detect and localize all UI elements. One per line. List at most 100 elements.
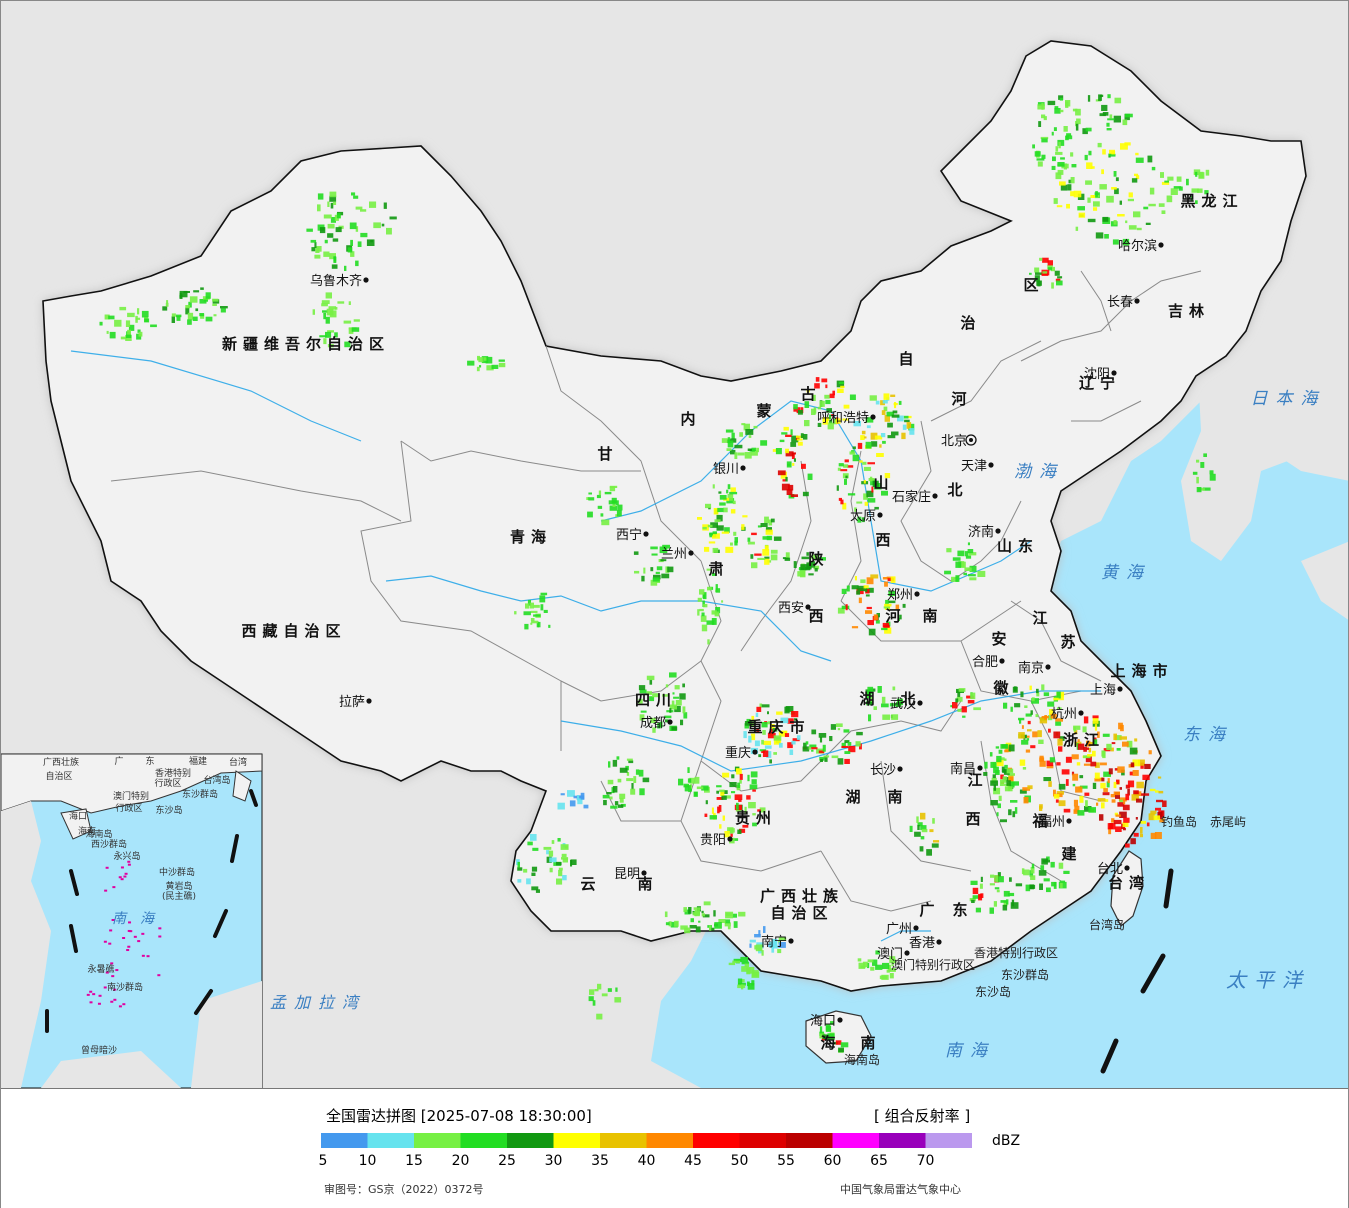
city-marker: 长春 (1107, 295, 1140, 310)
city-label: 海口 (810, 1014, 836, 1029)
city-dot-icon (897, 766, 903, 772)
city-marker: 拉萨 (339, 695, 372, 710)
city-marker: 南宁 (761, 934, 794, 950)
city-dot-icon (1158, 242, 1164, 248)
city-marker: 天津 (961, 459, 994, 474)
inset-label: 东沙岛 (155, 804, 182, 816)
city-dot-icon (752, 749, 758, 755)
province-label: 海 (820, 1034, 841, 1052)
province-label: 江 (1032, 609, 1053, 627)
province-label: 西 (808, 607, 829, 625)
inset-label: 南沙群岛 (107, 981, 143, 993)
city-marker: 香港 (909, 936, 942, 951)
inset-label: 广 (114, 755, 123, 767)
city-dot-icon (1111, 370, 1117, 376)
inset-label: 海 (140, 911, 156, 927)
source-credit: 中国气象局雷达气象中心 (840, 1183, 961, 1196)
province-label: 江 (967, 771, 988, 789)
province-label: 治 (960, 314, 981, 332)
city-marker: 杭州 (1051, 707, 1084, 722)
city-dot-icon (643, 531, 649, 537)
region-label: 海南岛 (844, 1052, 880, 1067)
city-marker: 贵阳 (700, 833, 733, 848)
color-scale-bar (321, 1133, 972, 1148)
province-label: 南 (860, 1034, 881, 1052)
region-label: 香港特别行政区 (974, 945, 1058, 960)
city-dot-icon (641, 870, 647, 876)
legend-title: 全国雷达拼图 [2025-07-08 18:30:00] (326, 1107, 592, 1125)
city-marker: 郑州 (887, 588, 920, 603)
province-label: 重庆市 (747, 718, 810, 736)
inset-label: 黄岩岛 (165, 880, 192, 892)
region-label: 澳门特别行政区 (891, 957, 975, 972)
province-label: 辽宁 (1079, 374, 1121, 392)
city-label: 广州 (886, 922, 912, 937)
scale-tick-label: 50 (730, 1153, 749, 1169)
region-label: 钓鱼岛 (1161, 814, 1197, 829)
inset-label: 香港特别 (155, 767, 191, 779)
china-radar-map: 广西壮族 自治区广东福建 台湾 香港特别 行政区 台湾岛 澳门特别 行政区 东沙群岛 东沙岛 海口海… (1, 1, 1348, 1088)
city-label: 济南 (968, 524, 994, 540)
province-label: 青海 (510, 528, 552, 546)
city-marker: 武汉 (890, 697, 923, 712)
capital-star-icon (965, 434, 977, 446)
color-swatch (832, 1133, 879, 1148)
city-dot-icon (740, 465, 746, 471)
city-label: 成都 (640, 716, 666, 731)
province-label: 浙江 (1063, 731, 1105, 749)
city-marker: 成都 (640, 716, 673, 731)
scale-tick-label: 55 (777, 1153, 795, 1169)
city-dot-icon (1134, 298, 1140, 304)
city-marker: 南京 (1018, 660, 1051, 676)
inset-label: 行政区 (154, 777, 181, 789)
city-marker: 上海 (1090, 683, 1123, 698)
inset-label: 东 (145, 755, 154, 767)
province-label: 安 (991, 630, 1012, 648)
city-label: 贵阳 (700, 833, 726, 848)
province-label: 河 (885, 607, 906, 625)
city-dot-icon (363, 277, 369, 283)
taiwan-island (1110, 850, 1144, 927)
approval-number: 审图号：GS京（2022）0372号 (324, 1183, 484, 1196)
city-dot-icon (667, 719, 673, 725)
province-label: 南 (922, 607, 943, 625)
inset-label: 台湾 (229, 756, 247, 768)
color-swatch (879, 1133, 926, 1148)
city-dot-icon (988, 462, 994, 468)
city-dot-icon (904, 950, 910, 956)
color-swatch (739, 1133, 786, 1148)
province-label: 自 (898, 350, 919, 368)
legend-panel: 全国雷达拼图 [2025-07-08 18:30:00] [ 组合反射率 ] 5… (1, 1088, 1348, 1208)
region-label: 台湾岛 (1089, 917, 1125, 932)
city-label: 沈阳 (1084, 367, 1110, 382)
scale-tick-label: 5 (318, 1153, 328, 1169)
color-swatch (460, 1133, 507, 1148)
city-dot-icon (1066, 818, 1072, 824)
province-label: 西藏自治区 (241, 622, 346, 640)
province-label: 福 (1031, 812, 1053, 830)
inset-label: 西沙群岛 (91, 838, 127, 850)
city-marker: 呼和浩特 (817, 411, 876, 426)
city-label: 太原 (850, 509, 876, 524)
city-label: 南京 (1018, 660, 1044, 676)
city-dot-icon (688, 550, 694, 556)
province-label: 四川 (635, 691, 677, 709)
province-label: 陕 (808, 550, 829, 568)
hainan-island (805, 1010, 872, 1064)
city-marker: 昆明 (614, 867, 647, 882)
city-marker: 济南 (968, 524, 1001, 540)
city-dot-icon (977, 765, 983, 771)
inset-label: 澳门特别 (113, 790, 149, 802)
city-dot-icon (1045, 664, 1051, 670)
city-label: 上海 (1090, 683, 1116, 698)
scale-tick-label: 40 (637, 1153, 656, 1169)
product-label: [ 组合反射率 ] (874, 1107, 971, 1125)
city-dot-icon (1078, 710, 1084, 716)
sea-label: 东海 (1183, 725, 1233, 745)
province-label: 肃 (708, 560, 729, 578)
city-marker: 台北 (1097, 862, 1130, 877)
city-dot-icon (837, 1017, 843, 1023)
